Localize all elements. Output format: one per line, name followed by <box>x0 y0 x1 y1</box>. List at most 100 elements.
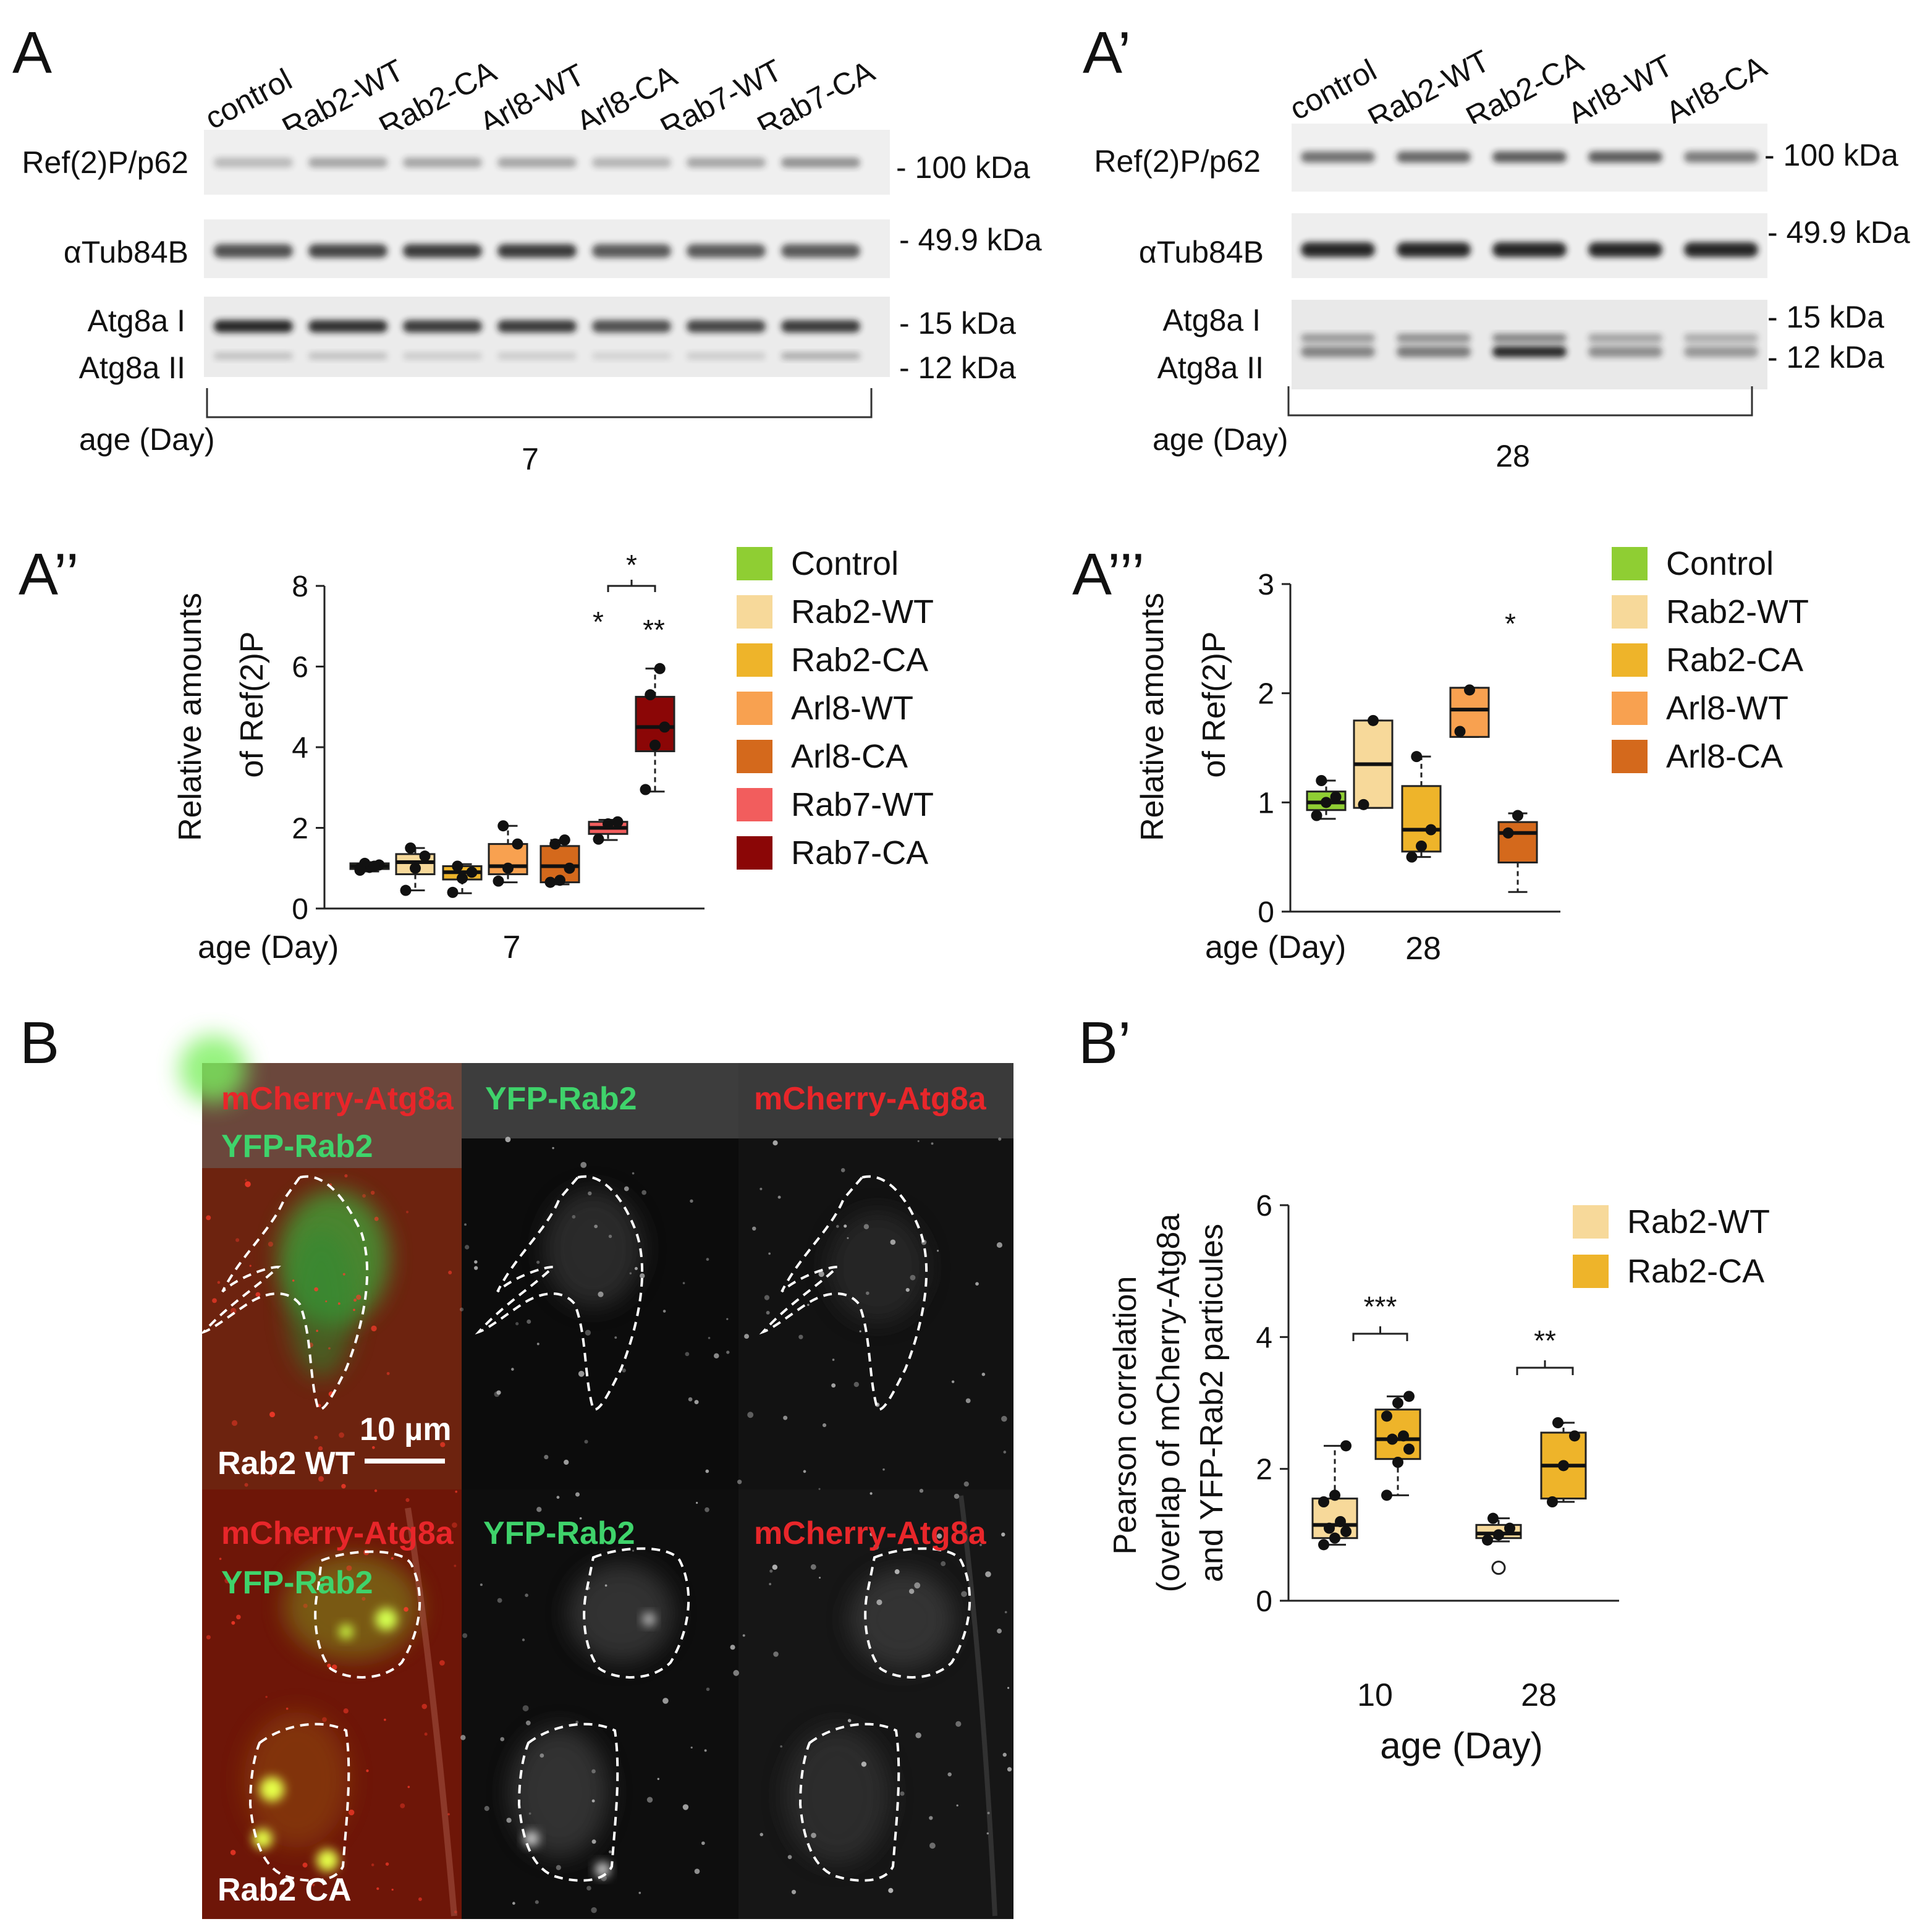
speckle <box>391 1557 394 1560</box>
speckle <box>327 1663 331 1668</box>
y-axis-label-line2: of Ref(2)P <box>234 632 270 778</box>
speckle <box>818 1577 821 1579</box>
speckle <box>384 1718 386 1721</box>
data-point <box>1311 810 1322 821</box>
header-merge-rab2: YFP-Rab2 <box>221 1565 373 1601</box>
speckle <box>777 1195 781 1199</box>
speckle <box>1004 1611 1007 1614</box>
x-axis-label: age (Day) <box>1380 1725 1542 1766</box>
age-bracket <box>206 388 873 418</box>
speckle <box>343 1708 349 1714</box>
age-label: age (Day) <box>1153 422 1288 457</box>
data-point <box>544 876 556 888</box>
speckle <box>742 1634 745 1637</box>
speckle <box>224 1578 230 1583</box>
data-point <box>1547 1496 1558 1507</box>
legend-swatch <box>737 836 772 870</box>
legend-swatch <box>1573 1255 1609 1288</box>
data-point <box>493 875 504 887</box>
band <box>214 320 293 333</box>
y-tick-label: 2 <box>292 813 308 845</box>
speckle <box>374 1489 378 1493</box>
speckle <box>737 1480 742 1485</box>
speckle <box>955 1721 962 1727</box>
y-axis-label-line2: (overlap of mCherry-Atg8a <box>1151 1214 1187 1593</box>
speckle <box>787 1855 792 1860</box>
speckle <box>847 1237 849 1239</box>
legend-swatch <box>737 692 772 725</box>
speckle <box>500 1737 505 1742</box>
significance-star: * <box>626 549 637 581</box>
speckle <box>1003 1451 1007 1454</box>
data-point <box>1321 797 1332 808</box>
speckle <box>685 1352 690 1357</box>
marker-15kda: - 15 kDa <box>1767 300 1884 334</box>
speckle <box>511 1368 514 1371</box>
speckle <box>694 1400 699 1405</box>
speckle <box>575 1492 580 1497</box>
data-point <box>1502 827 1514 839</box>
speckle <box>929 1842 936 1849</box>
speckle <box>314 1435 318 1440</box>
significance-bracket <box>607 585 656 592</box>
data-point <box>447 886 459 898</box>
row-label-atg8a-2: Atg8a II <box>79 350 185 385</box>
speckle <box>328 1347 331 1350</box>
speckle <box>624 1186 629 1192</box>
speckle <box>844 1224 847 1228</box>
band <box>308 352 387 360</box>
band <box>403 320 482 333</box>
speckle <box>662 1698 669 1704</box>
speckle <box>764 1295 770 1300</box>
x-tick-label-10: 10 <box>1357 1677 1393 1713</box>
header-mcherry: mCherry-Atg8a <box>754 1081 987 1117</box>
speckle <box>641 1190 647 1195</box>
speckle <box>356 1294 362 1300</box>
band <box>1588 334 1662 342</box>
speckle <box>455 1490 458 1493</box>
speckle <box>544 1454 549 1460</box>
speckle <box>362 1596 366 1601</box>
blot-strip-atg8a <box>1292 300 1767 389</box>
speckle <box>374 1216 379 1221</box>
speckle <box>353 1308 355 1311</box>
speckle <box>536 1260 540 1264</box>
legend-label: Arl8-WT <box>791 690 913 727</box>
speckle <box>407 1786 410 1789</box>
speckle <box>353 1299 357 1302</box>
speckle <box>869 1492 873 1495</box>
speckle <box>997 1629 1002 1633</box>
speckle <box>474 1266 478 1270</box>
panel-label-a: A <box>12 20 52 86</box>
speckle <box>418 1897 422 1901</box>
significance-star: ** <box>643 614 665 646</box>
speckle <box>840 1168 845 1172</box>
speckle <box>484 1806 489 1811</box>
speckle <box>346 1565 352 1571</box>
legend-label: Control <box>791 545 899 582</box>
speckle <box>1007 1687 1010 1689</box>
blot-strip-atg8a <box>204 297 890 377</box>
legend-swatch <box>1612 740 1648 773</box>
speckle <box>496 1390 501 1395</box>
speckle <box>236 1614 241 1620</box>
speckle <box>575 1721 579 1724</box>
speckle <box>372 1446 375 1449</box>
y-axis-label-line3: and YFP-Rab2 particules <box>1194 1224 1230 1582</box>
panel-label-b: B <box>20 1010 59 1076</box>
speckle <box>996 1242 1003 1248</box>
speckle <box>965 1398 971 1404</box>
speckle <box>873 1544 879 1550</box>
band <box>781 158 860 167</box>
speckle <box>337 1302 341 1305</box>
speckle <box>822 1423 827 1428</box>
age-bracket <box>1287 386 1753 417</box>
row-label-tubulin: αTub84B <box>64 235 188 269</box>
speckle <box>752 1226 756 1231</box>
speckle <box>535 1900 539 1904</box>
band <box>1492 151 1567 163</box>
speckle <box>847 1719 852 1722</box>
y-tick-label: 6 <box>292 651 308 684</box>
header-merge-atg8a: mCherry-Atg8a <box>221 1515 454 1551</box>
speckle <box>803 1470 806 1473</box>
